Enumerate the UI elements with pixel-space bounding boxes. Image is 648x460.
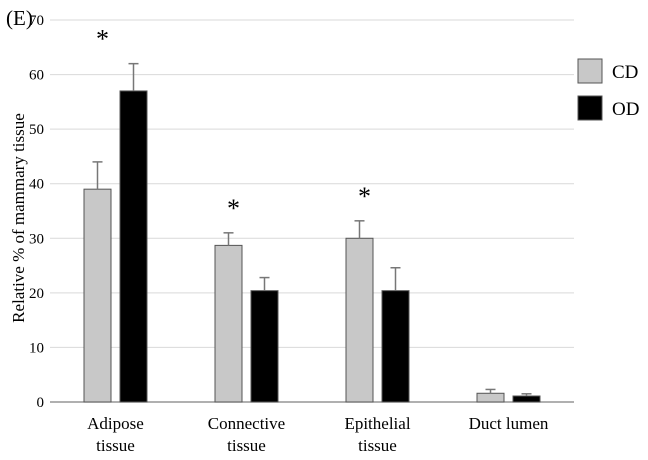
y-tick-label: 40 [29, 177, 44, 193]
y-tick-label: 30 [29, 231, 44, 247]
significance-star: * [96, 25, 109, 54]
panel-label: (E) [6, 6, 33, 30]
y-tick-label: 0 [37, 395, 45, 411]
significance-markers: * * * [96, 25, 371, 223]
bar-cd [345, 237, 374, 403]
y-tick-label: 10 [29, 340, 44, 356]
significance-star: * [358, 182, 371, 211]
bar-od [119, 90, 148, 403]
x-tick-label: Adipose [87, 414, 144, 433]
x-axis-labels: Adipose tissue Connective tissue Epithelial t… [87, 414, 549, 455]
legend: CD OD [577, 58, 639, 121]
x-tick-label: Connective [208, 414, 285, 433]
bar-od [512, 395, 541, 403]
bar-od [250, 290, 279, 403]
legend-label-cd: CD [612, 62, 638, 83]
x-tick-label: tissue [227, 436, 266, 455]
bars [83, 62, 541, 403]
x-tick-label: Duct lumen [469, 414, 549, 433]
y-axis-title: Relative % of mammary tissue [9, 113, 28, 323]
bar-cd [214, 244, 243, 403]
y-tick-label: 20 [29, 286, 44, 302]
significance-star: * [227, 194, 240, 223]
legend-label-od: OD [612, 99, 639, 120]
x-tick-label: tissue [96, 436, 135, 455]
x-tick-label: tissue [358, 436, 397, 455]
bar-cd [476, 392, 505, 403]
bar-od [381, 290, 410, 403]
legend-swatch-cd [577, 58, 603, 84]
y-tick-label: 60 [29, 68, 44, 84]
x-tick-label: Epithelial [344, 414, 410, 433]
y-tick-label: 70 [29, 13, 44, 29]
legend-swatch-od [577, 95, 603, 121]
bar-cd [83, 188, 112, 403]
y-tick-label: 50 [29, 122, 44, 138]
